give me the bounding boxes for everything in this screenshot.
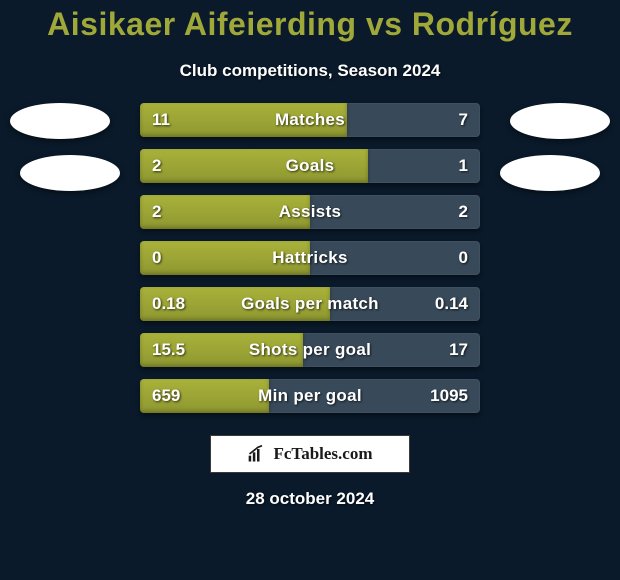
attribution-text: FcTables.com bbox=[273, 444, 372, 464]
player1-logo-2 bbox=[20, 155, 120, 191]
stat-value-right: 2 bbox=[459, 195, 468, 229]
stat-label: Matches bbox=[140, 103, 480, 137]
stat-row: 2Assists2 bbox=[140, 195, 480, 229]
stat-label: Hattricks bbox=[140, 241, 480, 275]
stat-row: 2Goals1 bbox=[140, 149, 480, 183]
stat-label: Goals per match bbox=[140, 287, 480, 321]
stat-value-right: 1 bbox=[459, 149, 468, 183]
stat-value-right: 0.14 bbox=[435, 287, 468, 321]
stat-row: 0Hattricks0 bbox=[140, 241, 480, 275]
player2-logo-1 bbox=[510, 103, 610, 139]
stat-bars-container: 11Matches72Goals12Assists20Hattricks00.1… bbox=[140, 103, 480, 413]
stat-value-right: 1095 bbox=[430, 379, 468, 413]
player1-logo-1 bbox=[10, 103, 110, 139]
stat-value-right: 7 bbox=[459, 103, 468, 137]
comparison-content: 11Matches72Goals12Assists20Hattricks00.1… bbox=[0, 103, 620, 413]
stat-row: 0.18Goals per match0.14 bbox=[140, 287, 480, 321]
attribution-icon bbox=[247, 444, 267, 464]
comparison-title: Aisikaer Aifeierding vs Rodríguez bbox=[0, 0, 620, 43]
stat-label: Min per goal bbox=[140, 379, 480, 413]
comparison-subtitle: Club competitions, Season 2024 bbox=[0, 61, 620, 81]
comparison-date: 28 october 2024 bbox=[0, 489, 620, 509]
player2-logo-2 bbox=[500, 155, 600, 191]
attribution-badge: FcTables.com bbox=[210, 435, 410, 473]
stat-value-right: 0 bbox=[459, 241, 468, 275]
stat-row: 15.5Shots per goal17 bbox=[140, 333, 480, 367]
stat-label: Assists bbox=[140, 195, 480, 229]
stat-row: 11Matches7 bbox=[140, 103, 480, 137]
stat-value-right: 17 bbox=[449, 333, 468, 367]
stat-label: Goals bbox=[140, 149, 480, 183]
stat-label: Shots per goal bbox=[140, 333, 480, 367]
stat-row: 659Min per goal1095 bbox=[140, 379, 480, 413]
